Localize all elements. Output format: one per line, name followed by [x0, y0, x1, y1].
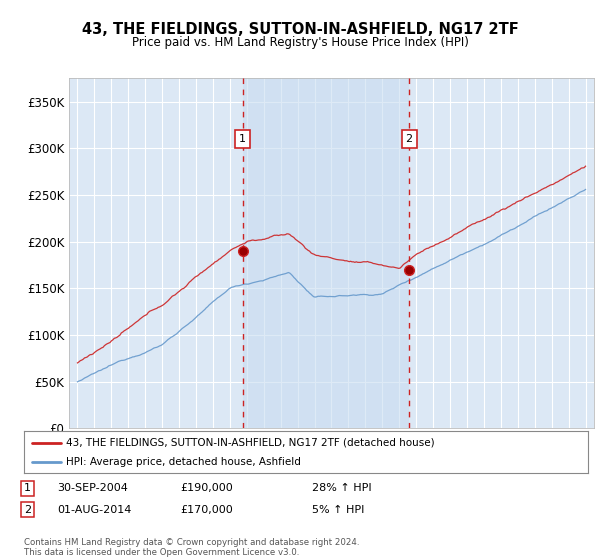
Text: 30-SEP-2004: 30-SEP-2004 — [57, 483, 128, 493]
Text: 2: 2 — [24, 505, 31, 515]
Text: 1: 1 — [24, 483, 31, 493]
Text: 43, THE FIELDINGS, SUTTON-IN-ASHFIELD, NG17 2TF (detached house): 43, THE FIELDINGS, SUTTON-IN-ASHFIELD, N… — [66, 437, 435, 447]
Text: £190,000: £190,000 — [180, 483, 233, 493]
Bar — [242, 78, 409, 428]
Text: 1: 1 — [239, 134, 246, 144]
Text: 5% ↑ HPI: 5% ↑ HPI — [312, 505, 364, 515]
Text: 28% ↑ HPI: 28% ↑ HPI — [312, 483, 371, 493]
Text: £170,000: £170,000 — [180, 505, 233, 515]
Text: 01-AUG-2014: 01-AUG-2014 — [57, 505, 131, 515]
Text: Contains HM Land Registry data © Crown copyright and database right 2024.
This d: Contains HM Land Registry data © Crown c… — [24, 538, 359, 557]
Text: Price paid vs. HM Land Registry's House Price Index (HPI): Price paid vs. HM Land Registry's House … — [131, 36, 469, 49]
Text: HPI: Average price, detached house, Ashfield: HPI: Average price, detached house, Ashf… — [66, 457, 301, 467]
Text: 2: 2 — [406, 134, 413, 144]
Text: 43, THE FIELDINGS, SUTTON-IN-ASHFIELD, NG17 2TF: 43, THE FIELDINGS, SUTTON-IN-ASHFIELD, N… — [82, 22, 518, 38]
